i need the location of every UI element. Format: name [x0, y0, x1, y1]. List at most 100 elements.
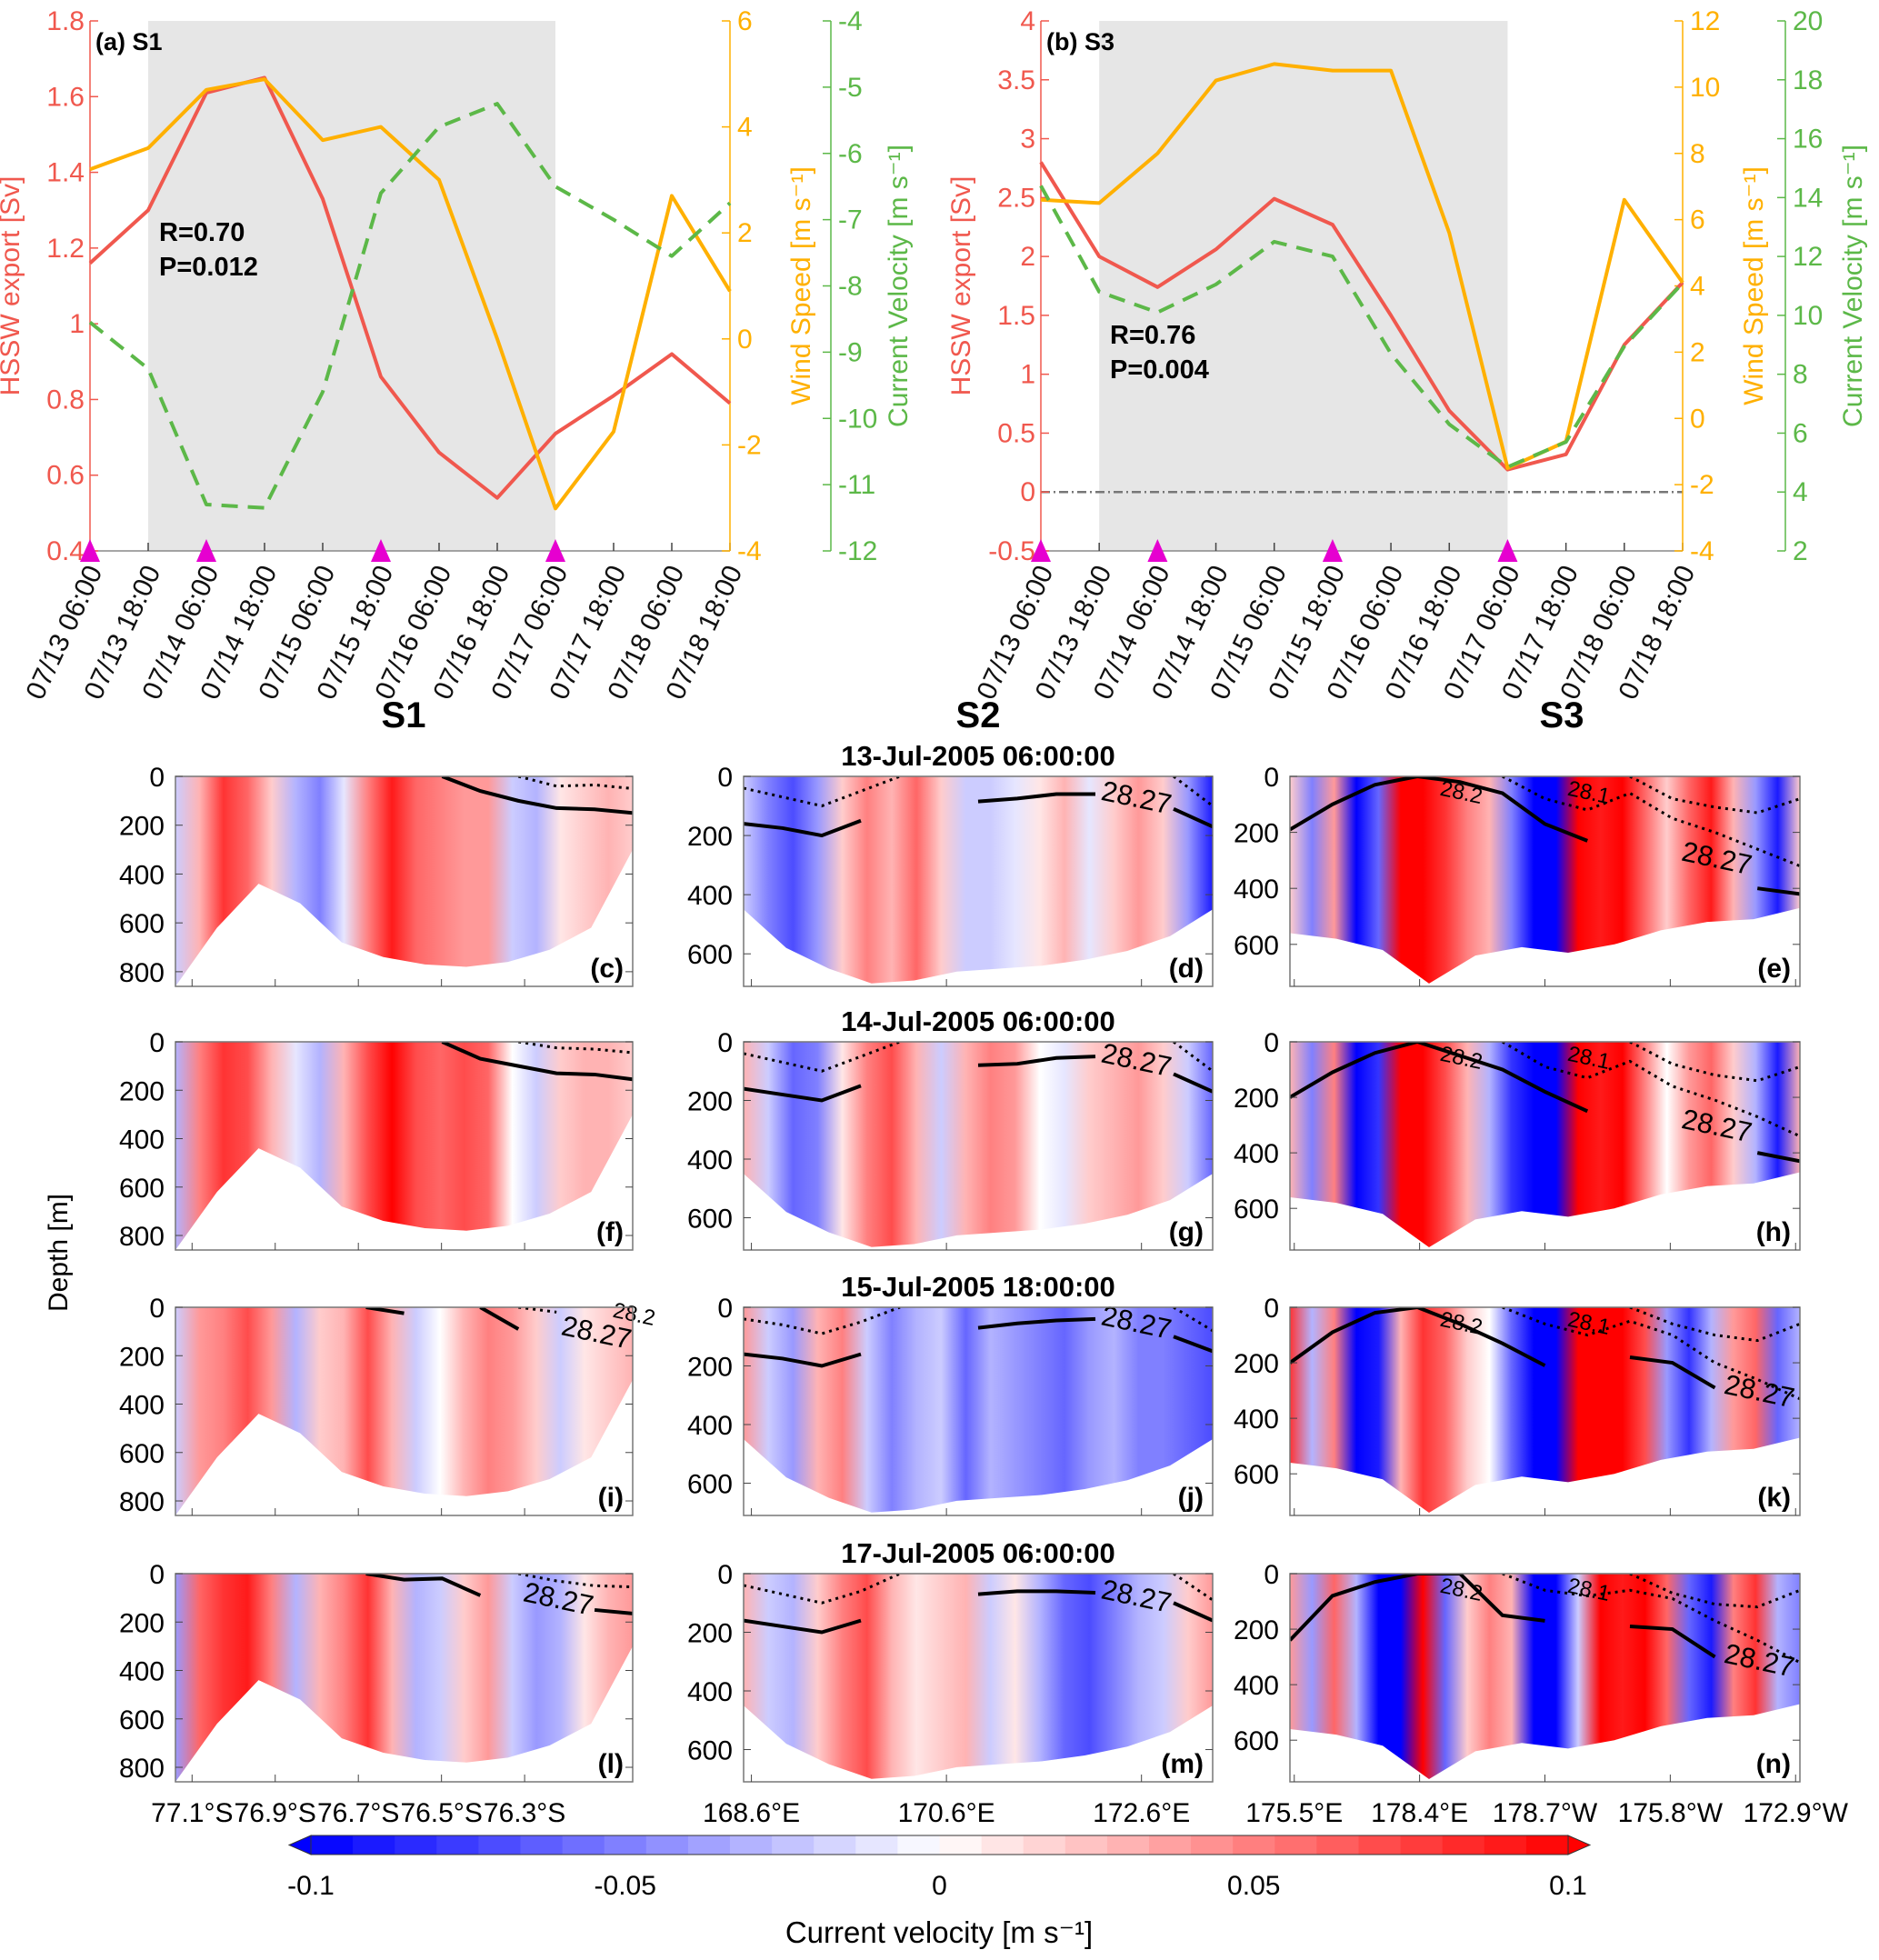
depth-tick-label: 200 [687, 1087, 733, 1117]
colorbar-swatch [772, 1835, 815, 1855]
colorbar-swatch [1149, 1835, 1192, 1855]
isopycnal-contour-28.2 [1501, 1042, 1800, 1138]
isopycnal-contour-28.2 [517, 1574, 633, 1589]
panel-frame [175, 1573, 634, 1783]
depth-tick-label: 600 [1234, 1726, 1279, 1756]
depth-tick-label: 0 [149, 763, 165, 793]
depth-tick-label: 400 [687, 1677, 733, 1707]
colorbar-swatch [981, 1835, 1024, 1855]
depth-tick-label: 800 [119, 1754, 165, 1784]
depth-tick-label: 400 [687, 881, 733, 911]
x-tick-label: 76.9°S [235, 1798, 316, 1828]
panel-frame [175, 775, 634, 987]
series-current-velocity [88, 102, 732, 510]
y-tick-label: -12 [838, 536, 877, 566]
depth-tick-label: 600 [687, 1470, 733, 1500]
y-tick-label: 0 [737, 325, 753, 355]
isopycnal-contour-28.2 [1502, 1574, 1800, 1665]
colorbar-frame [310, 1835, 1569, 1855]
depth-tick-label: 600 [687, 940, 733, 970]
colorbar-tick-label: -0.1 [287, 1871, 335, 1901]
colorbar-swatch [897, 1835, 941, 1855]
y-axis-label: Current Velocity [m s⁻¹] [1838, 145, 1868, 427]
depth-tick-label: 200 [687, 1353, 733, 1383]
correlation-p: P=0.012 [159, 253, 258, 282]
y-tick-label: 20 [1793, 6, 1823, 36]
colorbar-swatch [1525, 1835, 1569, 1855]
depth-tick-label: 600 [119, 1439, 165, 1469]
velocity-field [1290, 1307, 1800, 1513]
velocity-field [1290, 1042, 1800, 1247]
depth-tick-label: 200 [687, 822, 733, 852]
depth-tick-label: 600 [119, 1174, 165, 1204]
y-axis-label: Current Velocity [m s⁻¹] [884, 145, 914, 427]
panel-label: (f) [596, 1217, 624, 1247]
depth-tick-label: 0 [149, 1560, 165, 1590]
y-tick-label: 0.4 [46, 536, 85, 566]
depth-tick-label: 200 [119, 1342, 165, 1372]
depth-tick-label: 800 [119, 1487, 165, 1517]
y-tick-label: 4 [1020, 6, 1035, 36]
depth-tick-label: 400 [119, 1391, 165, 1421]
isopycnal-contour-28.2 [744, 1042, 1213, 1073]
isopycnal-contour-28.27 [365, 1574, 633, 1615]
depth-tick-label: 800 [119, 1222, 165, 1252]
isopycnal-contour-28.27 [441, 1042, 633, 1082]
depth-tick-label: 200 [1234, 819, 1279, 849]
y-tick-label: 1.5 [997, 301, 1035, 331]
colorbar-swatch [1358, 1835, 1402, 1855]
x-tick-label: 172.6°E [1093, 1798, 1190, 1828]
correlation-p: P=0.004 [1110, 355, 1209, 385]
shaded-period [1099, 21, 1508, 551]
y-tick-label: 2 [737, 218, 753, 248]
depth-tick-label: 0 [1264, 1028, 1279, 1058]
depth-axis-label: Depth [m] [44, 1194, 74, 1312]
panel-frame [175, 1041, 634, 1251]
y-tick-label: 12 [1690, 6, 1720, 36]
colorbar-tick-label: 0.1 [1549, 1871, 1587, 1901]
event-marker-triangle [1031, 539, 1051, 562]
depth-tick-label: 400 [119, 1657, 165, 1687]
colorbar-swatch [1400, 1835, 1444, 1855]
depth-tick-label: 0 [717, 763, 733, 793]
depth-tick-label: 200 [687, 1619, 733, 1649]
section-panel-c: 0 200 400 600 800 (c) [119, 763, 634, 988]
y-tick-label: 4 [1793, 477, 1808, 507]
colorbar-swatch [730, 1835, 773, 1855]
panel-label: (a) S1 [95, 28, 163, 55]
panel-label: (h) [1756, 1217, 1791, 1247]
y-tick-label: 3.5 [997, 65, 1035, 95]
y-tick-label: -9 [838, 337, 863, 367]
depth-tick-label: 0 [149, 1028, 165, 1058]
y-tick-label: -0.5 [988, 536, 1035, 566]
y-tick-label: -5 [838, 73, 863, 103]
depth-tick-label: 400 [1234, 875, 1279, 905]
correlation-r: R=0.76 [1110, 321, 1195, 350]
panel-label: (d) [1169, 954, 1204, 984]
colorbar-swatch [1023, 1835, 1066, 1855]
depth-tick-label: 600 [119, 909, 165, 939]
colorbar-swatch [478, 1835, 522, 1855]
isopycnal-contour-28.27 [744, 1055, 1213, 1103]
y-tick-label: 16 [1793, 125, 1823, 155]
event-marker-triangle [545, 539, 565, 562]
depth-tick-label: 200 [1234, 1084, 1279, 1114]
isopycnal-contour-28.2 [744, 776, 1213, 808]
panel-frame [743, 1041, 1214, 1251]
colorbar-swatch [311, 1835, 354, 1855]
section-panel-f: 0 200 400 600 800 (f) [119, 1028, 634, 1252]
colorbar-swatch [1106, 1835, 1150, 1855]
depth-tick-label: 0 [717, 1560, 733, 1590]
depth-tick-label: 600 [1234, 931, 1279, 961]
panel-label: (i) [598, 1483, 624, 1513]
section-title-s3: S3 [1540, 695, 1584, 735]
section-title-s2: S2 [956, 695, 1001, 735]
y-axis-label: Wind Speed [m s⁻¹] [1739, 166, 1769, 405]
y-tick-label: 14 [1793, 183, 1823, 213]
